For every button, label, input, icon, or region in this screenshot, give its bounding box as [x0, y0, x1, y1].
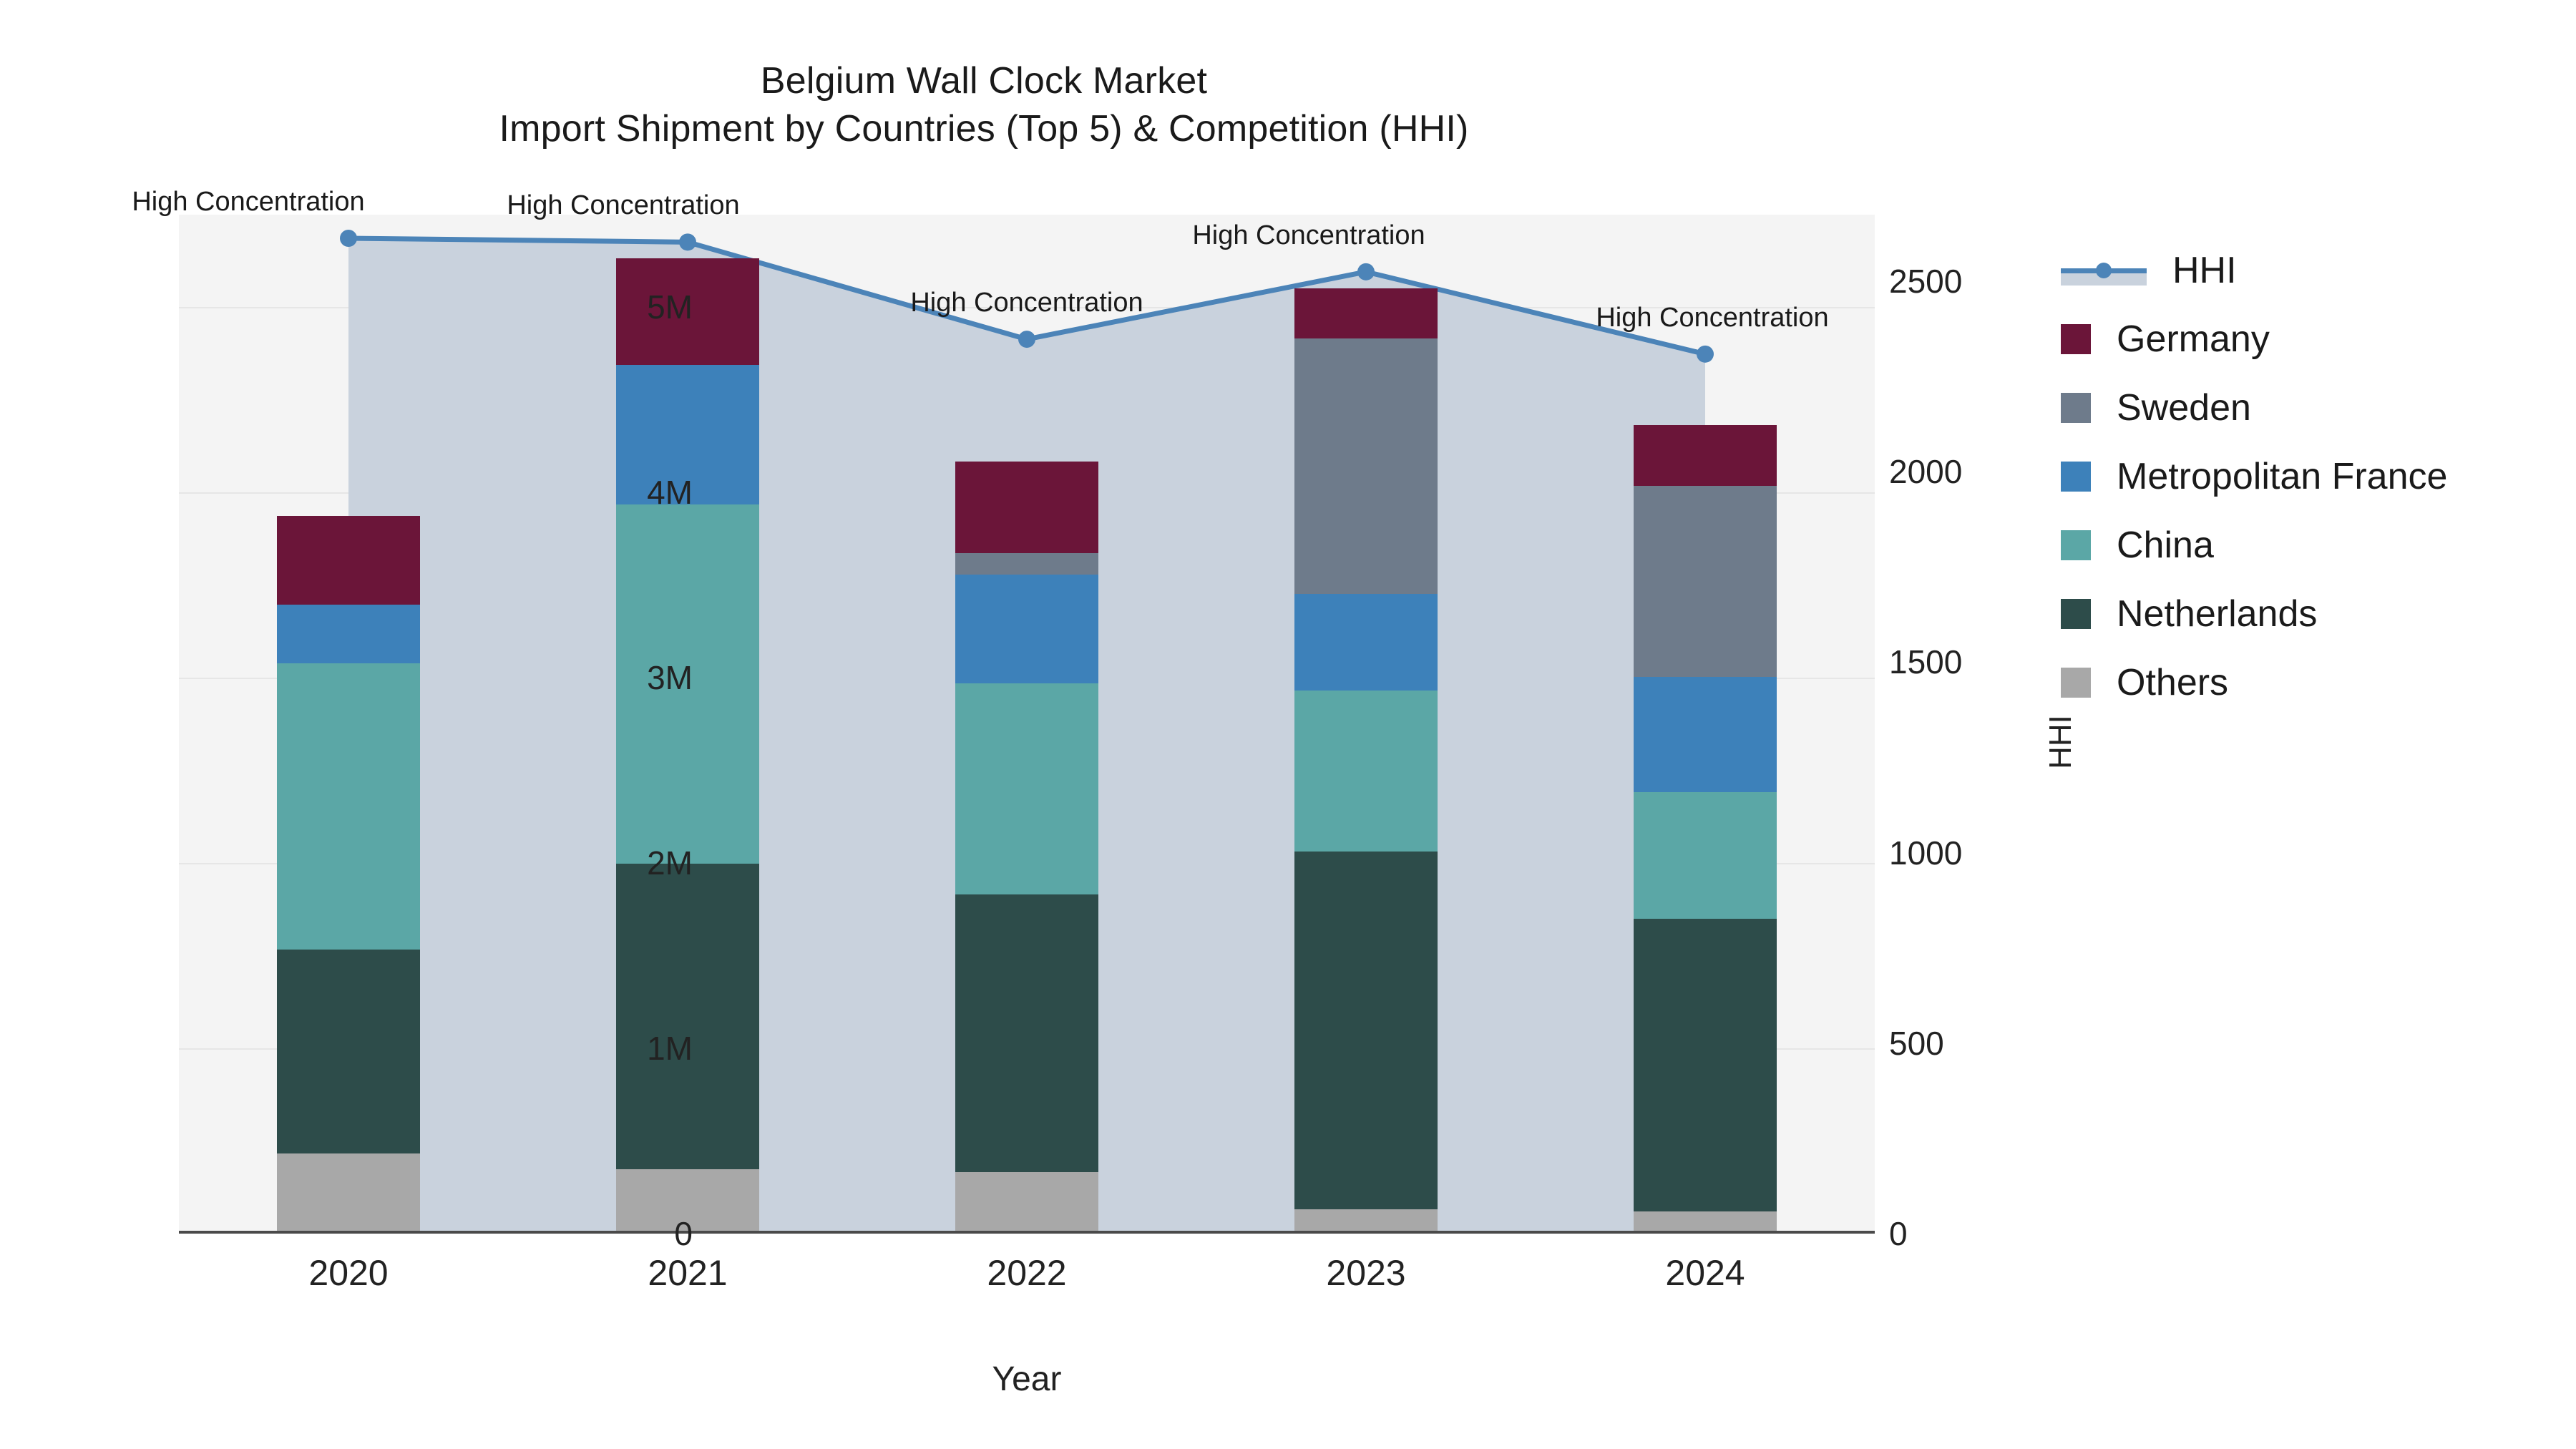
legend-swatch-icon — [2061, 599, 2091, 629]
x-axis-tick-label: 2022 — [987, 1253, 1067, 1293]
bar-segment-others[interactable] — [277, 1153, 420, 1234]
bar-segment-china[interactable] — [1294, 690, 1438, 852]
y2-axis-tick-label: 500 — [1889, 1024, 1944, 1062]
bar-segment-others[interactable] — [1294, 1209, 1438, 1234]
y-axis-tick-label: 3M — [647, 659, 693, 697]
bar-segment-netherlands[interactable] — [616, 863, 759, 1170]
chart-title-main: Belgium Wall Clock Market — [760, 60, 1208, 102]
bar — [277, 215, 420, 1234]
y-axis-tick-label: 4M — [647, 474, 693, 512]
legend-item-germany[interactable]: Germany — [2061, 305, 2562, 374]
y2-axis-tick-label: 2000 — [1889, 453, 1963, 491]
annotation-high-concentration: High Concentration — [1596, 302, 1829, 333]
bar-series — [179, 215, 1875, 1234]
legend-item-label: Others — [2117, 662, 2229, 703]
annotation-high-concentration: High Concentration — [910, 288, 1143, 318]
bar-stack-2024[interactable] — [1634, 215, 1777, 1234]
y-axis-tick-label: 0 — [674, 1215, 693, 1252]
legend-swatch-icon — [2061, 393, 2091, 423]
legend: HHI Germany Sweden Metropolitan France China… — [2061, 236, 2562, 717]
annotation-high-concentration: High Concentration — [507, 190, 740, 221]
chart-title-subtitle: Import Shipment by Countries (Top 5) & C… — [499, 107, 1469, 150]
bar-segment-metropolitan-france[interactable] — [955, 575, 1098, 683]
legend-item-label: China — [2117, 525, 2214, 566]
y-axis-tick-label: 5M — [647, 288, 693, 326]
legend-item-label: Metropolitan France — [2117, 456, 2448, 497]
x-axis-title: Year — [992, 1360, 1062, 1398]
bar-segment-china[interactable] — [1634, 792, 1777, 919]
bar-segment-germany[interactable] — [955, 462, 1098, 554]
bar-stack-2023[interactable] — [1294, 215, 1438, 1234]
annotation-high-concentration: High Concentration — [1192, 220, 1425, 250]
bar-stack-2020[interactable] — [277, 215, 420, 1234]
bar-segment-others[interactable] — [616, 1169, 759, 1234]
bar — [1294, 215, 1438, 1234]
bar-segment-germany[interactable] — [277, 515, 420, 605]
bar-stack-2022[interactable] — [955, 215, 1098, 1234]
annotation-high-concentration: High Concentration — [132, 187, 365, 217]
legend-swatch-icon — [2061, 668, 2091, 698]
chart-title: Belgium Wall Clock Market Import Shipmen… — [0, 57, 1968, 152]
bar — [616, 215, 759, 1234]
bar-segment-germany[interactable] — [616, 258, 759, 366]
legend-item-label: HHI — [2172, 250, 2237, 291]
legend-swatch-icon — [2061, 462, 2091, 492]
x-axis-tick-label: 2024 — [1665, 1253, 1745, 1293]
y2-axis-tick-label: 1500 — [1889, 643, 1963, 681]
x-axis-tick-label: 2020 — [308, 1253, 389, 1293]
y2-axis-tick-label: 1000 — [1889, 834, 1963, 872]
legend-item-others[interactable]: Others — [2061, 648, 2562, 717]
legend-swatch-icon — [2061, 324, 2091, 354]
legend-item-sweden[interactable]: Sweden — [2061, 374, 2562, 442]
bar-segment-netherlands[interactable] — [1634, 919, 1777, 1211]
bar-segment-metropolitan-france[interactable] — [616, 365, 759, 504]
bar-stack-2021[interactable] — [616, 215, 759, 1234]
bar-segment-sweden[interactable] — [1634, 485, 1777, 677]
bar — [955, 215, 1098, 1234]
legend-item-label: Germany — [2117, 318, 2270, 360]
bar-segment-netherlands[interactable] — [277, 949, 420, 1154]
bar-segment-metropolitan-france[interactable] — [1634, 676, 1777, 792]
y2-axis-tick-label: 2500 — [1889, 263, 1963, 301]
legend-item-hhi[interactable]: HHI — [2061, 236, 2562, 305]
legend-item-label: Netherlands — [2117, 593, 2318, 635]
bar-segment-others[interactable] — [955, 1172, 1098, 1234]
y-axis-tick-label: 1M — [647, 1030, 693, 1068]
bar-segment-china[interactable] — [955, 683, 1098, 895]
y2-axis-tick-label: 0 — [1889, 1215, 1908, 1252]
bar-segment-sweden[interactable] — [955, 553, 1098, 575]
bar-segment-others[interactable] — [1634, 1211, 1777, 1234]
x-axis-baseline — [179, 1231, 1875, 1234]
legend-item-china[interactable]: China — [2061, 511, 2562, 580]
bar-segment-metropolitan-france[interactable] — [1294, 593, 1438, 691]
legend-line-marker-icon — [2061, 255, 2147, 286]
bar-segment-china[interactable] — [616, 504, 759, 864]
bar-segment-metropolitan-france[interactable] — [277, 604, 420, 663]
x-axis-tick-label: 2023 — [1326, 1253, 1406, 1293]
bar-segment-germany[interactable] — [1634, 424, 1777, 486]
y-axis-tick-label: 2M — [647, 844, 693, 882]
bar-segment-netherlands[interactable] — [955, 894, 1098, 1173]
legend-swatch-icon — [2061, 530, 2091, 560]
bar-segment-china[interactable] — [277, 663, 420, 950]
bar-segment-netherlands[interactable] — [1294, 851, 1438, 1209]
legend-item-label: Sweden — [2117, 387, 2251, 429]
plot-area — [179, 215, 1875, 1234]
legend-item-metropolitan-france[interactable]: Metropolitan France — [2061, 442, 2562, 511]
bar-segment-germany[interactable] — [1294, 288, 1438, 338]
bar-segment-sweden[interactable] — [1294, 338, 1438, 594]
legend-item-netherlands[interactable]: Netherlands — [2061, 580, 2562, 648]
bar — [1634, 215, 1777, 1234]
x-axis-tick-label: 2021 — [648, 1253, 728, 1293]
